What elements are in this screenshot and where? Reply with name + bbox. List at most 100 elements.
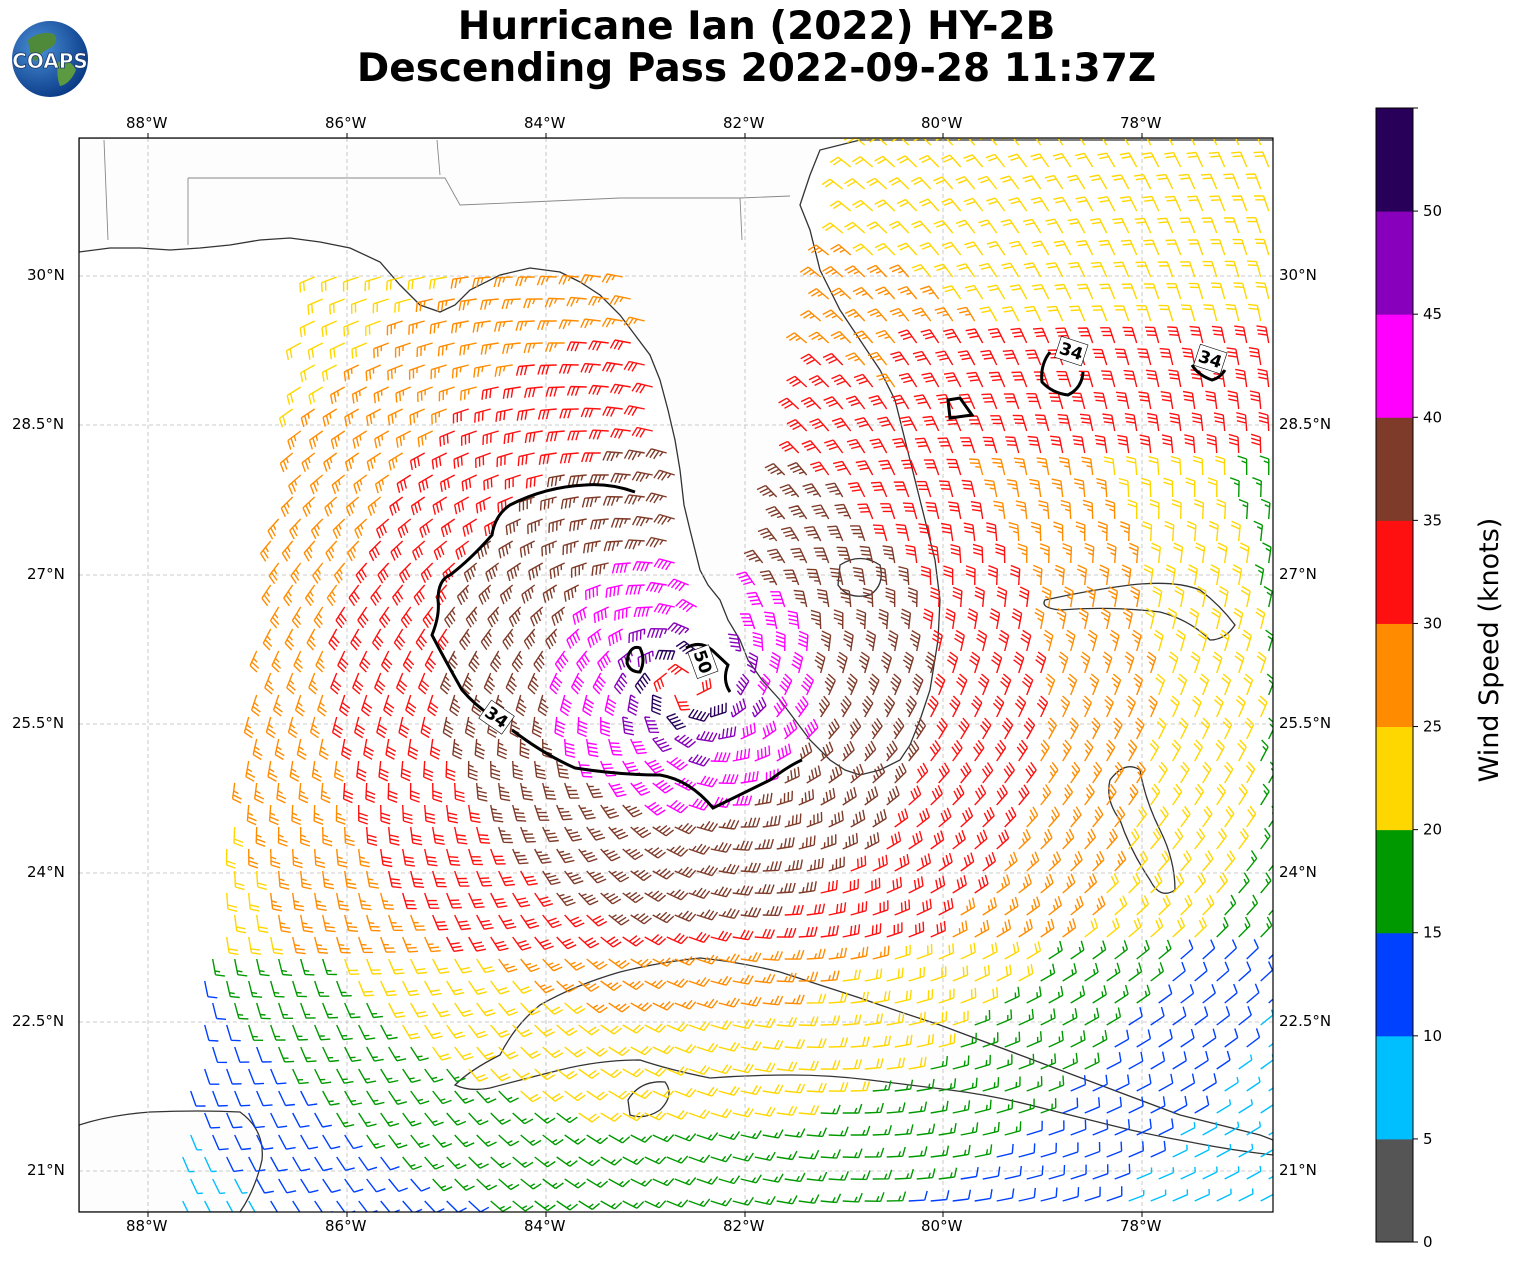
wind-barb (833, 609, 844, 630)
wind-barb (580, 362, 601, 374)
wind-barb (332, 518, 346, 540)
wind-barb (586, 958, 608, 970)
wind-barb (366, 1090, 385, 1106)
wind-barb (740, 817, 761, 828)
wind-barb (1099, 564, 1110, 586)
wind-barb (336, 1112, 355, 1128)
wind-barb (825, 482, 844, 498)
wind-barb (556, 936, 577, 950)
wind-barb (1255, 281, 1270, 300)
wind-barb (534, 804, 550, 821)
wind-barb (1158, 894, 1171, 916)
wind-barb (989, 608, 1001, 630)
wind-barb (365, 320, 381, 336)
wind-barb (624, 494, 645, 505)
wind-barb (439, 430, 455, 447)
wind-barb (1136, 850, 1149, 872)
wind-barb (358, 1024, 376, 1041)
wind-barb (317, 694, 327, 717)
wind-barb (1084, 784, 1095, 806)
wind-barb (534, 848, 552, 864)
wind-barb (234, 1178, 248, 1194)
wind-barb (1238, 1188, 1254, 1202)
wind-barb (248, 892, 260, 912)
wind-barb (268, 562, 280, 584)
wind-barb (1062, 784, 1074, 806)
wind-barb (630, 1178, 653, 1187)
wind-barb (965, 328, 984, 344)
wind-barb (958, 393, 976, 410)
wind-barb (1048, 985, 1064, 1004)
wind-barb (857, 503, 874, 520)
wind-barb (894, 762, 907, 784)
wind-barb (1026, 806, 1039, 828)
wind-barb (872, 763, 886, 784)
wind-barb (388, 1002, 406, 1018)
wind-barb (666, 1022, 689, 1032)
wind-barb (828, 1126, 849, 1137)
wind-barb (431, 452, 448, 470)
wind-barb (225, 848, 236, 869)
wind-barb (343, 364, 360, 382)
wind-barb (342, 782, 354, 804)
wind-barb (365, 408, 382, 426)
wind-barb (674, 1087, 697, 1098)
wind-barb (828, 1081, 849, 1092)
wind-barb (482, 430, 499, 446)
wind-barb (850, 855, 867, 872)
wind-barb (829, 567, 844, 586)
wind-barb (622, 1111, 645, 1122)
wind-barb (1080, 651, 1091, 674)
wind-barb (440, 518, 456, 538)
wind-barb (887, 629, 899, 652)
wind-barb (1201, 217, 1218, 234)
wind-barb (872, 990, 891, 1004)
wind-barb (476, 1002, 496, 1017)
wind-barb (954, 629, 965, 652)
wind-barb (388, 870, 402, 889)
wind-barb (1045, 218, 1064, 234)
wind-barb (534, 1156, 556, 1168)
wind-barb (1128, 1096, 1144, 1114)
wind-barb (842, 969, 861, 982)
wind-barb (622, 1200, 645, 1209)
wind-barb (1128, 1007, 1143, 1026)
wind-barb (387, 408, 404, 426)
wind-barb (592, 672, 606, 695)
wind-barb (886, 1012, 905, 1026)
wind-barb (980, 349, 998, 366)
wind-barb (226, 892, 238, 912)
wind-barb (806, 1171, 828, 1182)
wind-barb (310, 518, 324, 540)
wind-barb (182, 1200, 189, 1212)
wind-barb (1184, 434, 1196, 454)
wind-barb (539, 496, 557, 511)
wind-barb (666, 1066, 689, 1076)
wind-barb (1040, 1187, 1058, 1202)
wind-barb (1234, 138, 1240, 146)
wind-barb (1168, 651, 1179, 674)
wind-barb (900, 608, 912, 630)
wind-barb (784, 859, 803, 872)
wind-barb (377, 562, 390, 584)
wind-barb (1175, 629, 1186, 652)
lake-okeechobee (837, 557, 882, 597)
wind-barb (666, 978, 689, 989)
wind-barb (674, 734, 697, 748)
wind-barb (358, 1112, 377, 1128)
wind-barb (1133, 673, 1144, 696)
wind-barb (861, 695, 874, 718)
wind-barb (490, 892, 508, 908)
contour-west-small (946, 396, 975, 420)
wind-barb (512, 848, 529, 865)
wind-barb (862, 587, 874, 608)
wind-barb (894, 1124, 914, 1136)
wind-barb (1215, 455, 1226, 476)
wind-barb (778, 397, 800, 410)
wind-barb (1224, 1166, 1240, 1180)
wind-barb (1205, 390, 1218, 410)
wind-barb (437, 342, 455, 357)
wind-barb (410, 1134, 430, 1149)
wind-barb (933, 263, 954, 278)
